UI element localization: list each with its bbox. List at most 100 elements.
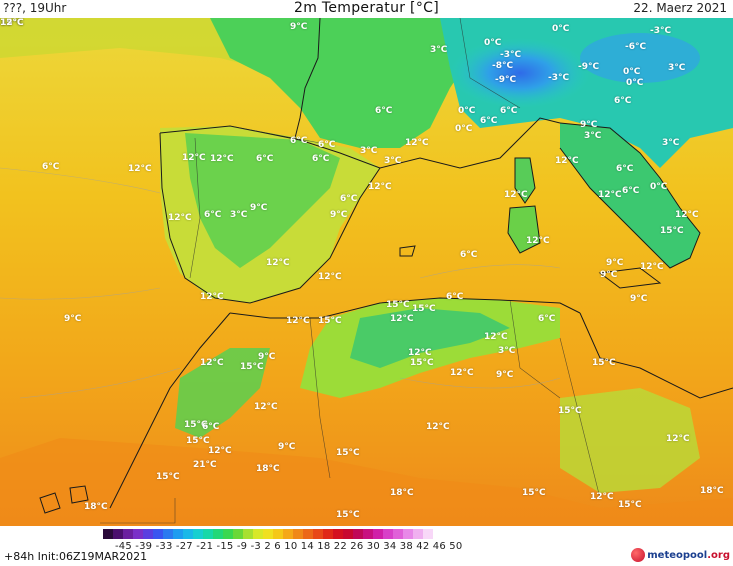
isotherm-lines: [0, 167, 561, 399]
colorbar-segment: [123, 529, 133, 539]
colorbar-segment: [183, 529, 193, 539]
logo-text: meteopool.org: [647, 550, 730, 561]
temperature-label: 12°C: [408, 348, 432, 358]
temperature-label: 12°C: [200, 358, 224, 368]
colorbar-ticks: -45 -39 -33 -27 -21 -15 -9 -3 2 6 10 14 …: [115, 541, 463, 552]
colorbar-segment: [253, 529, 263, 539]
temperature-label: 0°C: [552, 24, 570, 34]
coastlines: [39, 18, 733, 514]
temperature-label: 15°C: [0, 18, 24, 28]
temperature-label: 15°C: [412, 304, 436, 314]
logo-suffix-text: .org: [707, 549, 730, 561]
temperature-label: 15°C: [592, 358, 616, 368]
temperature-label: 3°C: [662, 138, 680, 148]
colorbar-segment: [173, 529, 183, 539]
temperature-label: 12°C: [390, 314, 414, 324]
france-region: [210, 18, 470, 148]
temperature-label: 9°C: [580, 120, 598, 130]
temperature-label: 9°C: [64, 314, 82, 324]
temperature-label: 12°C: [168, 213, 192, 223]
temperature-label: 6°C: [340, 194, 358, 204]
colorbar-segment: [113, 529, 123, 539]
libya-region: [560, 388, 700, 493]
temperature-label: 6°C: [318, 140, 336, 150]
temperature-label: 12°C: [555, 156, 579, 166]
colorbar-segment: [373, 529, 383, 539]
temperature-label: 15°C: [186, 436, 210, 446]
colorbar-segment: [213, 529, 223, 539]
temperature-label: -6°C: [625, 42, 647, 52]
temperature-label: 15°C: [318, 316, 342, 326]
iberia-cool-core: [185, 133, 340, 268]
temperature-label: -8°C: [492, 61, 514, 71]
morocco-atlas: [175, 348, 270, 438]
colorbar-segment: [263, 529, 273, 539]
colorbar-segment: [363, 529, 373, 539]
temperature-label: 12°C: [0, 18, 24, 28]
temperature-label: 3°C: [360, 146, 378, 156]
temperature-label: 3°C: [584, 131, 602, 141]
temperature-label: 12°C: [675, 210, 699, 220]
colorbar-segment: [163, 529, 173, 539]
temperature-label: 6°C: [202, 422, 220, 432]
temperature-label: 3°C: [668, 63, 686, 73]
sahara-region: [0, 438, 733, 526]
temperature-label: 15°C: [240, 362, 264, 372]
colorbar-segment: [243, 529, 253, 539]
temperature-label: -3°C: [500, 50, 522, 60]
colorbar-segment: [423, 529, 433, 539]
colorbar-segment: [193, 529, 203, 539]
temperature-label: 6°C: [290, 136, 308, 146]
temperature-label: 3°C: [384, 156, 402, 166]
temperature-label: 15°C: [336, 510, 360, 520]
map-title: 2m Temperatur [°C]: [294, 0, 439, 16]
meteopool-logo[interactable]: meteopool.org: [631, 546, 730, 564]
country-borders: [100, 18, 601, 524]
colorbar-segment: [203, 529, 213, 539]
temperature-label: 15°C: [336, 448, 360, 458]
temperature-label: 6°C: [204, 210, 222, 220]
temperature-label: 3°C: [498, 346, 516, 356]
colorbar-segment: [153, 529, 163, 539]
header-left-text: ???, 19Uhr: [3, 1, 67, 15]
temperature-label: 15°C: [184, 420, 208, 430]
forecast-date: 22. Maerz 2021: [633, 1, 727, 15]
colorbar-segment: [283, 529, 293, 539]
temperature-label: 0°C: [650, 182, 668, 192]
temperature-label: 15°C: [618, 500, 642, 510]
temperature-label: 12°C: [200, 292, 224, 302]
temperature-label: 3°C: [430, 45, 448, 55]
temperature-label: 12°C: [210, 154, 234, 164]
temperature-label: 12°C: [318, 272, 342, 282]
temperature-label: 6°C: [256, 154, 274, 164]
temperature-label: 12°C: [598, 190, 622, 200]
temperature-label: 12°C: [426, 422, 450, 432]
colorbar-segment: [143, 529, 153, 539]
temperature-label: 12°C: [208, 446, 232, 456]
temperature-label: 18°C: [390, 488, 414, 498]
temperature-label: 9°C: [630, 294, 648, 304]
temperature-label: 0°C: [484, 38, 502, 48]
temperature-label: 6°C: [538, 314, 556, 324]
temperature-label: 12°C: [368, 182, 392, 192]
temperature-label: 6°C: [616, 164, 634, 174]
colorbar-segment: [133, 529, 143, 539]
temperature-label: 9°C: [250, 203, 268, 213]
temperature-label: 12°C: [640, 262, 664, 272]
temperature-label: 9°C: [290, 22, 308, 32]
temperature-label: 6°C: [446, 292, 464, 302]
colorbar-segment: [313, 529, 323, 539]
temperature-label: 0°C: [623, 67, 641, 77]
temperature-label: 0°C: [626, 78, 644, 88]
temperature-label: -9°C: [495, 75, 517, 85]
temperature-label: 6°C: [480, 116, 498, 126]
colorbar-segment: [403, 529, 413, 539]
colorbar-segment: [343, 529, 353, 539]
init-info: +84h Init:06Z19MAR2021: [4, 550, 148, 563]
temperature-colorbar: [103, 529, 433, 539]
footer: -45 -39 -33 -27 -21 -15 -9 -3 2 6 10 14 …: [0, 526, 733, 566]
colorbar-segment: [323, 529, 333, 539]
temperature-label: 15°C: [386, 300, 410, 310]
temperature-label: 15°C: [558, 406, 582, 416]
colorbar-segment: [103, 529, 113, 539]
